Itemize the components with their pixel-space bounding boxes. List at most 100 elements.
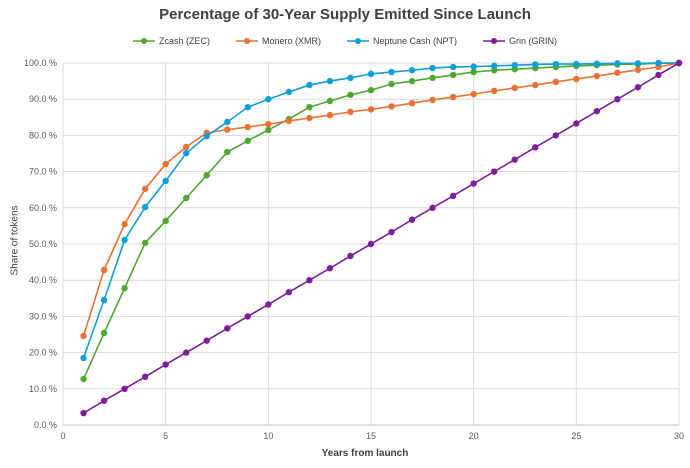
data-point: [552, 60, 559, 68]
data-point: [121, 236, 128, 244]
data-point: [224, 325, 231, 332]
data-point: [306, 81, 313, 89]
data-point: [203, 132, 210, 140]
legend-item: Zcash (ZEC): [132, 36, 210, 46]
data-point: [183, 143, 190, 151]
data-point: [285, 117, 293, 125]
data-point: [326, 111, 334, 119]
data-point: [80, 375, 87, 383]
data-point: [80, 332, 87, 340]
data-point: [100, 296, 108, 304]
y-tick-label: 60.0 %: [29, 203, 57, 213]
legend-marker-icon: [235, 38, 258, 44]
y-tick-label: 100.0 %: [24, 58, 57, 68]
data-point: [326, 265, 334, 272]
x-tick-label: 10: [263, 431, 273, 441]
y-tick-label: 30.0 %: [29, 311, 57, 321]
data-point: [532, 144, 539, 151]
y-tick-label: 40.0 %: [29, 275, 57, 285]
data-point: [265, 126, 272, 134]
data-point: [388, 68, 395, 76]
data-point: [449, 192, 457, 200]
data-point: [511, 84, 518, 92]
data-point: [285, 288, 293, 296]
data-point: [593, 60, 601, 67]
data-point: [224, 126, 231, 133]
y-tick-label: 70.0 %: [29, 167, 57, 177]
y-tick-label: 20.0 %: [29, 348, 57, 358]
data-point: [121, 220, 128, 228]
legend-marker-icon: [483, 38, 506, 44]
data-point: [552, 78, 559, 86]
x-tick-label: 25: [571, 431, 581, 441]
data-point: [449, 93, 457, 101]
data-point: [429, 74, 436, 82]
data-point: [203, 337, 210, 344]
data-point: [244, 137, 251, 145]
data-point: [121, 385, 128, 392]
data-point: [347, 252, 354, 260]
x-tick-label: 15: [366, 431, 376, 441]
data-point: [244, 123, 251, 131]
data-point: [306, 103, 313, 111]
data-point: [100, 329, 108, 337]
data-point: [655, 71, 662, 79]
data-point: [511, 61, 518, 69]
data-point: [224, 148, 231, 156]
data-point: [388, 80, 395, 88]
data-point: [408, 77, 416, 85]
y-tick-label: 50.0 %: [29, 239, 57, 249]
data-point: [285, 88, 293, 96]
x-tick-label: 0: [60, 431, 65, 441]
data-point: [655, 59, 662, 67]
legend-marker-icon: [132, 38, 155, 44]
data-point: [141, 185, 149, 193]
data-point: [203, 172, 210, 179]
data-point: [593, 107, 601, 115]
data-point: [675, 59, 683, 67]
data-point: [183, 349, 190, 356]
data-point: [100, 397, 108, 404]
data-point: [265, 96, 272, 103]
data-point: [367, 240, 375, 248]
data-point: [347, 91, 354, 99]
data-point: [141, 373, 149, 381]
data-point: [244, 313, 251, 320]
data-point: [408, 67, 416, 74]
legend: Zcash (ZEC) Monero (XMR) Neptune Cash (NPT…: [0, 36, 690, 46]
data-point: [470, 63, 477, 70]
data-point: [614, 96, 621, 103]
data-point: [141, 239, 149, 247]
data-point: [183, 194, 190, 202]
legend-item: Neptune Cash (NPT): [346, 36, 457, 46]
data-point: [634, 60, 642, 67]
legend-label: Grin (GRIN): [509, 36, 558, 46]
y-tick-label: 90.0 %: [29, 94, 57, 104]
data-point: [470, 90, 477, 98]
y-tick-label: 0.0 %: [34, 420, 57, 430]
data-point: [326, 77, 334, 85]
data-point: [429, 204, 436, 211]
data-point: [224, 118, 231, 126]
data-point: [573, 60, 580, 68]
x-tick-label: 5: [163, 431, 168, 441]
data-point: [449, 71, 457, 79]
data-point: [388, 228, 395, 236]
y-tick-label: 10.0 %: [29, 384, 57, 394]
data-point: [634, 66, 642, 74]
data-point: [367, 70, 375, 78]
data-point: [367, 106, 375, 113]
data-point: [614, 60, 621, 67]
legend-item: Monero (XMR): [235, 36, 321, 46]
data-point: [183, 149, 190, 157]
data-point: [141, 203, 149, 211]
data-point: [100, 266, 108, 274]
series-line-3: [83, 62, 680, 414]
data-point: [162, 361, 169, 368]
legend-item: Grin (GRIN): [483, 36, 557, 46]
series-line-1: [82, 62, 680, 337]
data-point: [491, 168, 498, 175]
data-point: [121, 284, 128, 292]
